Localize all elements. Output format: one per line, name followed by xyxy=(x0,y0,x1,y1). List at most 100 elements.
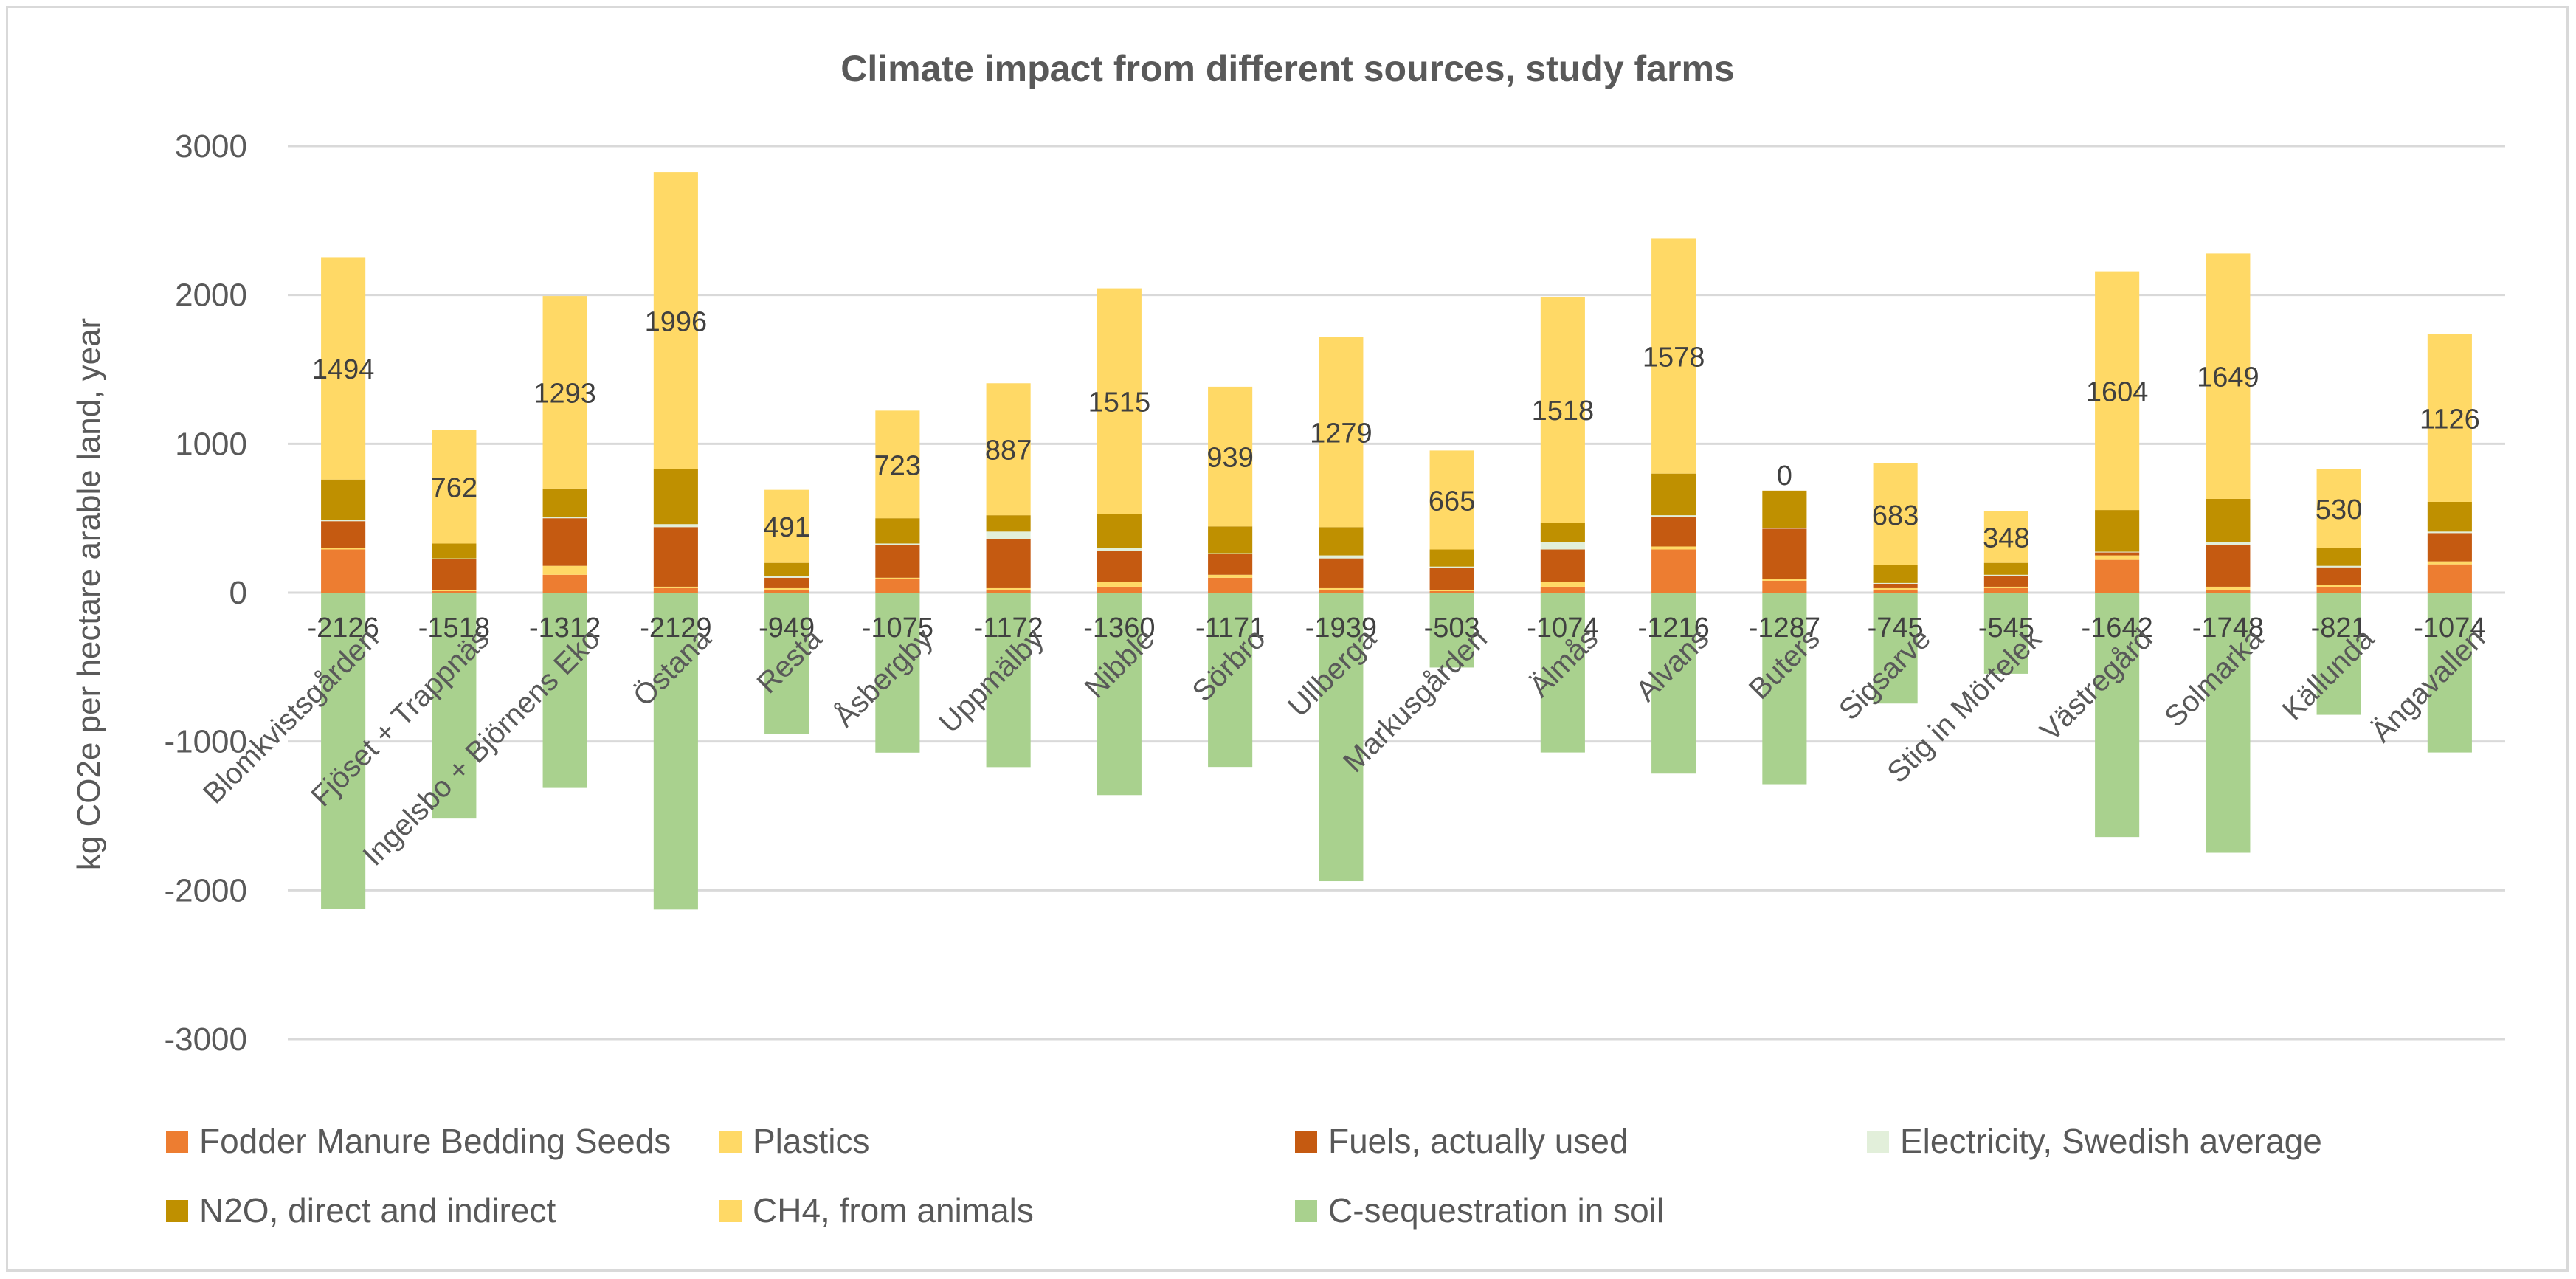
bar-segment xyxy=(1429,593,1474,668)
bar-segment xyxy=(321,549,366,593)
bar-segment xyxy=(542,517,587,519)
bar-segment xyxy=(875,593,920,753)
y-tick-label: -1000 xyxy=(164,724,247,760)
bar-segment xyxy=(1097,288,1142,514)
bar-segment xyxy=(2206,542,2251,545)
bar-segment xyxy=(432,593,477,819)
data-label: -1172 xyxy=(973,613,1043,644)
bar-segment xyxy=(432,590,477,591)
data-label: 1518 xyxy=(1532,396,1595,427)
bar-segment xyxy=(653,469,698,525)
bar-segment xyxy=(986,593,1031,768)
legend: Fodder Manure Bedding Seeds Plastics Fuels… xyxy=(166,1122,2322,1230)
legend-swatch xyxy=(1295,1200,1317,1222)
bar-segment xyxy=(1651,473,1696,516)
y-tick-label: 2000 xyxy=(175,277,247,314)
bar-segment xyxy=(2316,593,2361,715)
bar-segment xyxy=(1651,546,1696,550)
bar-segment xyxy=(875,579,920,593)
bar-segment xyxy=(1319,589,1364,593)
y-axis-label: kg CO2e per hectare arable land, year xyxy=(71,318,107,870)
data-label: -1518 xyxy=(418,613,490,644)
data-label: 1494 xyxy=(312,354,375,385)
bar-segment xyxy=(1429,566,1474,568)
legend-item-label: C-sequestration in soil xyxy=(1328,1191,1664,1230)
bar-segment xyxy=(432,543,477,559)
bar-segment xyxy=(1651,517,1696,547)
bar-segment xyxy=(653,586,698,588)
bar-segment xyxy=(1873,589,1918,593)
bar-segment xyxy=(653,587,698,593)
bar-segment xyxy=(432,590,477,593)
bar-segment xyxy=(542,574,587,593)
bar-segment xyxy=(1540,549,1585,582)
bar-segment xyxy=(1983,511,2028,563)
bar-segment xyxy=(875,577,920,579)
bar-segment xyxy=(2427,501,2472,532)
bar-segment xyxy=(1097,582,1142,587)
bar-segment xyxy=(2427,561,2472,565)
bar-segment xyxy=(653,524,698,528)
bar-segment xyxy=(764,489,809,563)
data-label: -2129 xyxy=(640,613,711,644)
bar-segment xyxy=(764,577,809,588)
legend-item-label: Fodder Manure Bedding Seeds xyxy=(199,1122,671,1160)
legend-item-label: Electricity, Swedish average xyxy=(1900,1122,2322,1160)
data-label: -1939 xyxy=(1305,613,1377,644)
data-label: -503 xyxy=(1424,613,1480,644)
data-label: 887 xyxy=(985,435,1032,466)
bar-segment xyxy=(2427,533,2472,562)
bar-segment xyxy=(2427,593,2472,753)
data-label: -949 xyxy=(759,613,815,644)
legend-item-label: N2O, direct and indirect xyxy=(199,1191,556,1230)
bar-segment xyxy=(2316,585,2361,587)
legend-item-label: CH4, from animals xyxy=(753,1191,1034,1230)
data-label: 0 xyxy=(1777,461,1792,492)
data-label: 1279 xyxy=(1310,418,1372,449)
gridlines xyxy=(288,145,2505,1041)
bar-segment xyxy=(1540,297,1585,523)
bar-segment xyxy=(1097,593,1142,796)
data-label: -1074 xyxy=(2414,613,2485,644)
bar-segment xyxy=(1873,587,1918,590)
data-label: 683 xyxy=(1872,500,1919,531)
data-label: -545 xyxy=(1978,613,2034,644)
bar-segment xyxy=(1651,593,1696,774)
bar-segment xyxy=(432,430,477,544)
bar-segment xyxy=(2206,253,2251,499)
bar-segment xyxy=(1540,542,1585,550)
bar-segment xyxy=(321,521,366,548)
y-tick-label: 1000 xyxy=(175,426,247,462)
bar-segment xyxy=(764,589,809,593)
data-label: 723 xyxy=(874,450,921,481)
bar-segment xyxy=(1983,574,2028,576)
bar-segment xyxy=(1540,593,1585,753)
bar-segment xyxy=(2095,559,2140,593)
bar-segment xyxy=(1319,527,1364,556)
bar-segment xyxy=(2095,555,2140,560)
legend-item-label: Plastics xyxy=(753,1122,869,1160)
bar-segment xyxy=(1319,337,1364,528)
data-labels: 1494 -2126 762 -1518 1293 -1312 1996 -2129 491 -9… xyxy=(308,306,2486,644)
bar-segment xyxy=(542,593,587,788)
bar-segment xyxy=(1097,551,1142,582)
bar-segment xyxy=(321,593,366,909)
y-axis-ticks: 3000 2000 1000 0 -1000 -2000 -3000 xyxy=(164,128,247,1058)
bar-segment xyxy=(2206,589,2251,593)
bar-segment xyxy=(2095,271,2140,511)
bar-segment xyxy=(1651,549,1696,593)
data-label: -821 xyxy=(2311,613,2367,644)
bar-segment xyxy=(542,518,587,566)
bar-segment xyxy=(1873,593,1918,704)
data-label: -1075 xyxy=(862,613,933,644)
data-label: 1604 xyxy=(2086,376,2149,407)
bar-segment xyxy=(1319,587,1364,590)
bar-segment xyxy=(2316,586,2361,593)
bar-segment xyxy=(2427,531,2472,534)
bar-segment xyxy=(1540,582,1585,587)
bar-segment xyxy=(542,296,587,489)
bar-segment xyxy=(1762,580,1807,593)
bar-segment xyxy=(986,587,1031,590)
bar-segment xyxy=(1208,593,1253,768)
